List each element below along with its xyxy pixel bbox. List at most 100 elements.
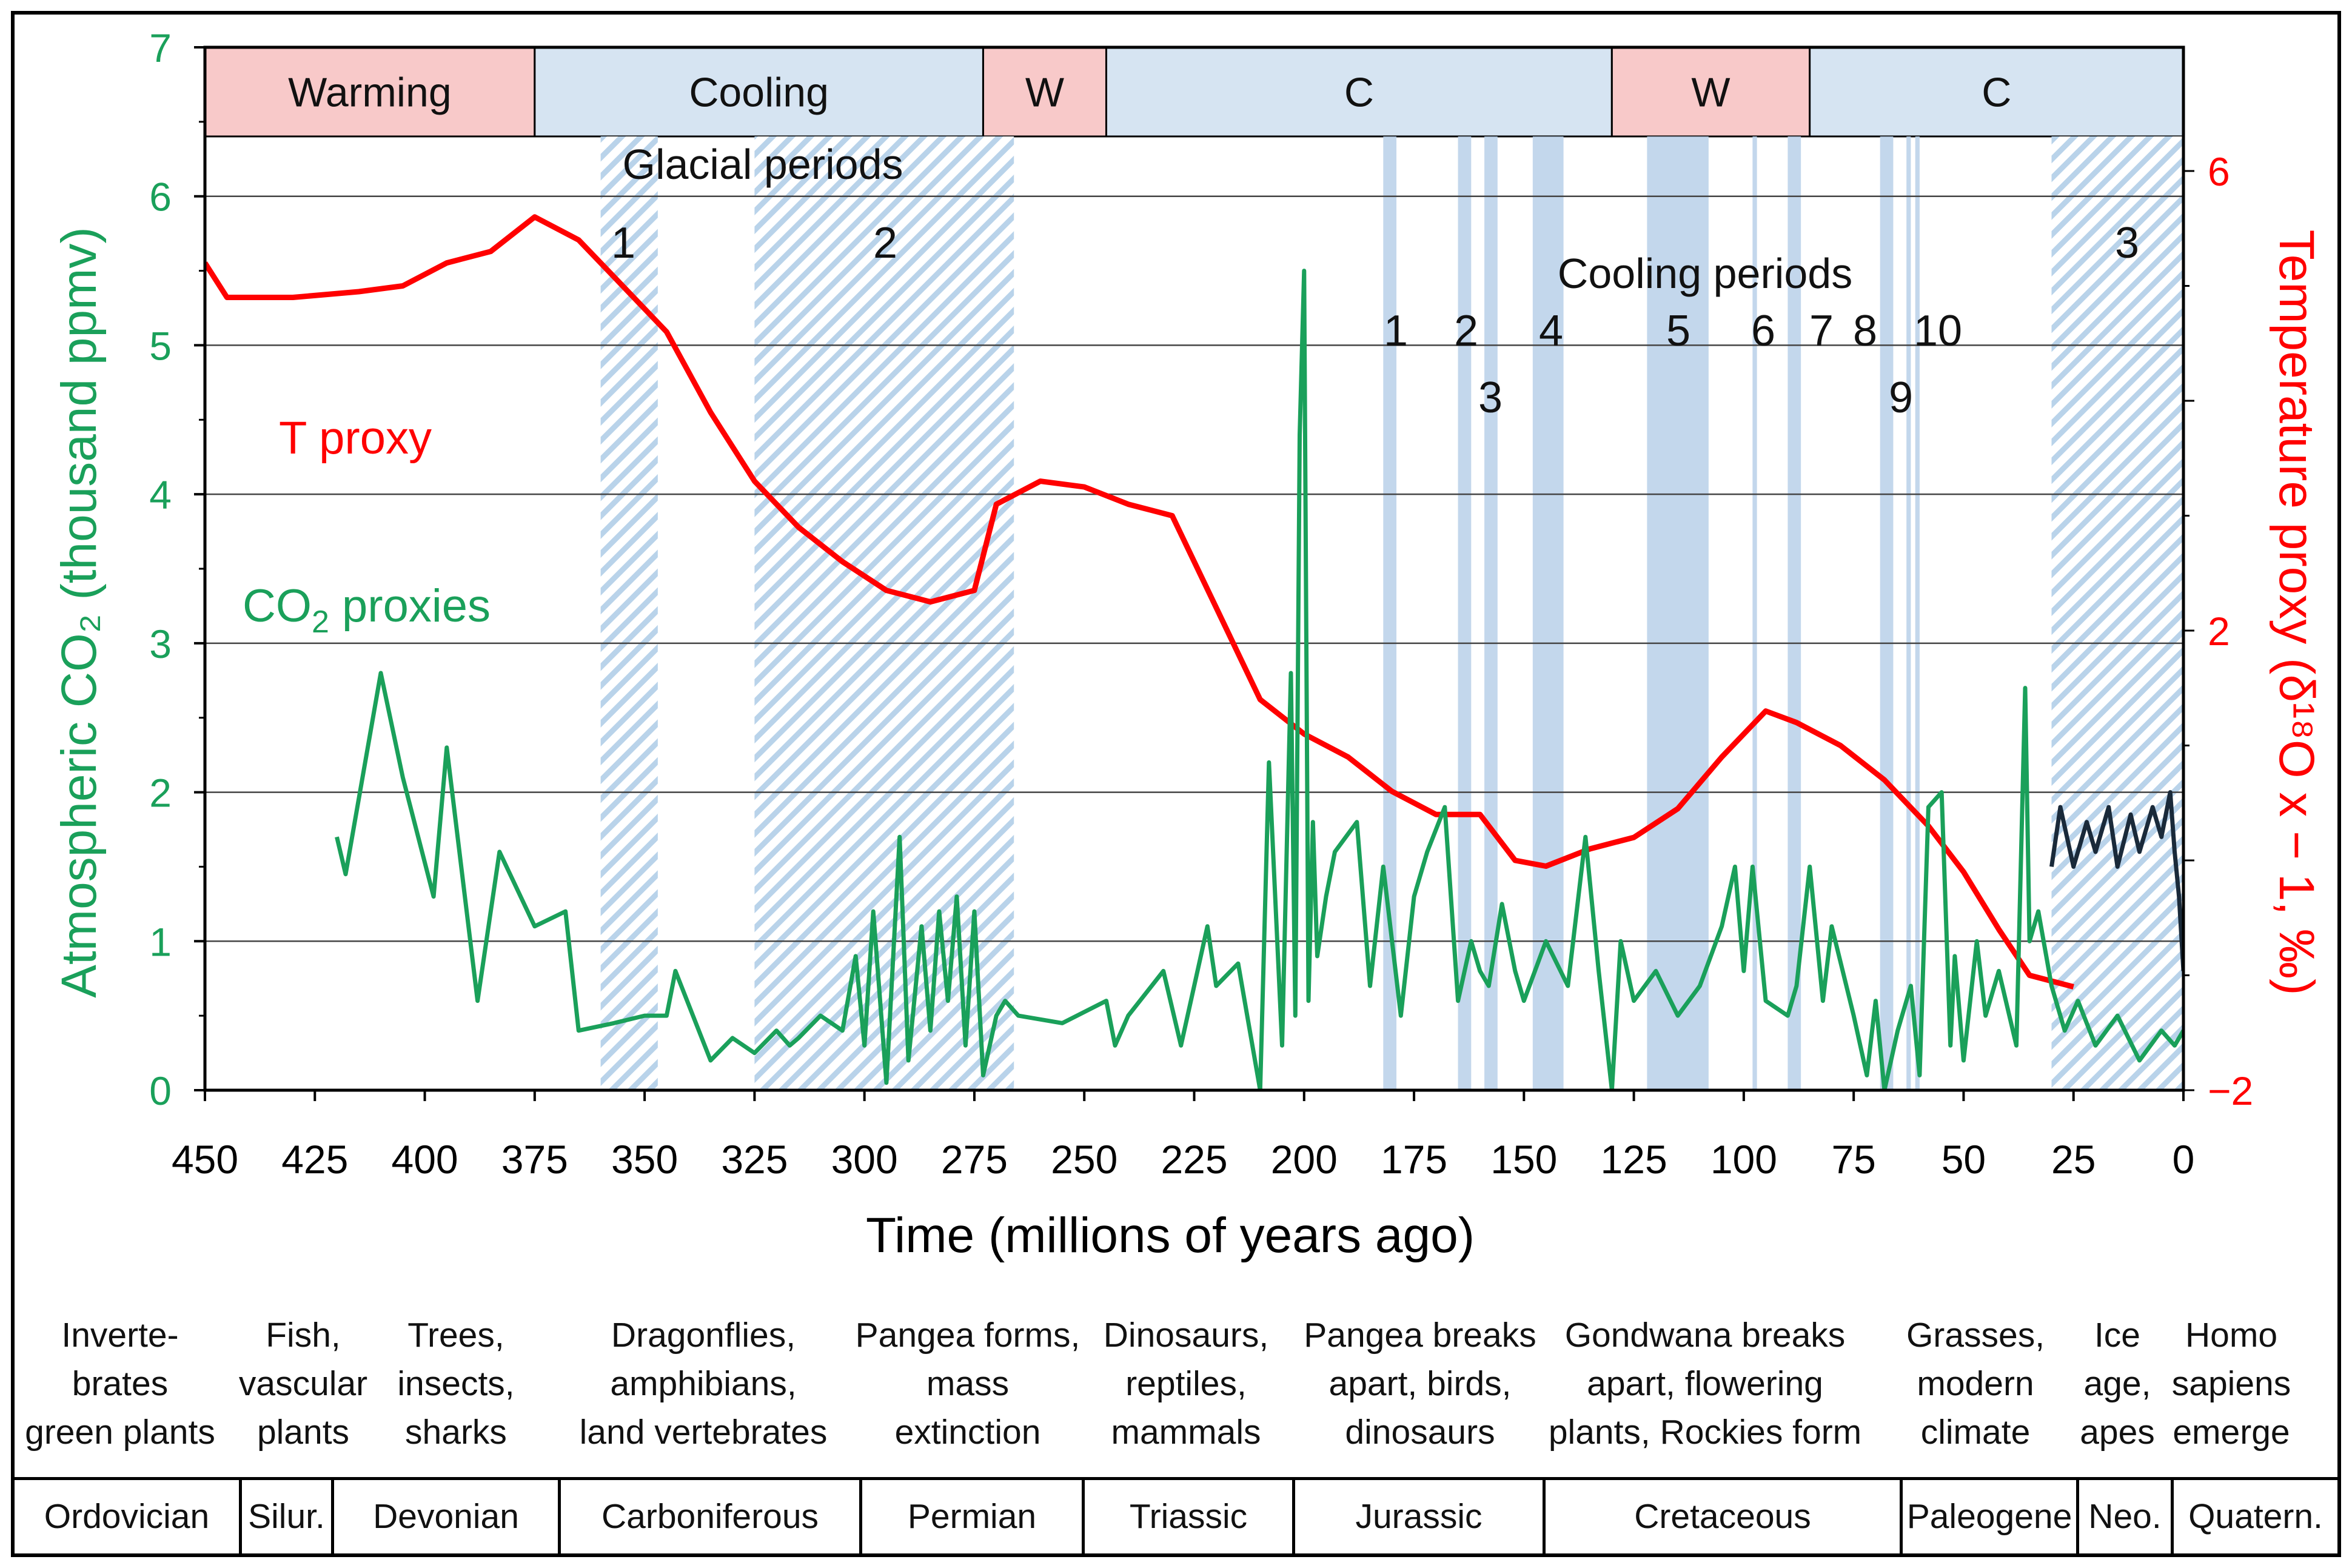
period-cell-6: Jurassic bbox=[1292, 1480, 1543, 1556]
period-cell-8: Paleogene bbox=[1900, 1480, 2076, 1556]
climate-band-label-0: Warming bbox=[288, 70, 452, 116]
cooling-band-6 bbox=[1787, 136, 1801, 1090]
co2-proxies-label: CO2 proxies bbox=[243, 580, 491, 640]
x-tick-label-300: 300 bbox=[831, 1137, 898, 1182]
x-tick-label-325: 325 bbox=[721, 1137, 788, 1182]
era-caption-line: dinosaurs bbox=[1345, 1413, 1495, 1452]
cooling-period-label-2: 2 bbox=[1454, 307, 1478, 355]
x-tick-label-250: 250 bbox=[1051, 1137, 1117, 1182]
era-caption-10: Homo sapiens emerge bbox=[2074, 1311, 2352, 1456]
era-caption-line: apart, flowering bbox=[1587, 1364, 1823, 1403]
era-caption-line: Gondwana breaks bbox=[1564, 1316, 1846, 1355]
y-right-axis-title: Temperature proxy (δ¹⁸O x − 1, ‰) bbox=[2269, 230, 2324, 996]
x-tick-label-425: 425 bbox=[281, 1137, 348, 1182]
era-caption-8: Grasses, modern climate bbox=[1818, 1311, 2133, 1456]
era-caption-line: plants, Rockies form bbox=[1548, 1413, 1862, 1452]
era-caption-line: emerge bbox=[2173, 1413, 2290, 1452]
x-tick-label-225: 225 bbox=[1161, 1137, 1227, 1182]
era-caption-line: Grasses, bbox=[1906, 1316, 2045, 1355]
cooling-period-label-10: 10 bbox=[1914, 307, 1962, 355]
x-axis-title: Time (millions of years ago) bbox=[866, 1208, 1475, 1263]
figure-frame bbox=[11, 11, 2341, 1557]
era-caption-5: Dinosaurs, reptiles, mammals bbox=[1028, 1311, 1344, 1456]
era-caption-line: Trees, bbox=[407, 1316, 504, 1355]
era-caption-line: Pangea forms, bbox=[855, 1316, 1081, 1355]
x-tick-label-150: 150 bbox=[1490, 1137, 1557, 1182]
era-caption-line: reptiles, bbox=[1125, 1364, 1247, 1403]
era-caption-line: brates bbox=[72, 1364, 169, 1403]
y-left-tick-label-7: 7 bbox=[149, 25, 172, 70]
y-left-tick-label-4: 4 bbox=[149, 472, 172, 517]
x-tick-label-125: 125 bbox=[1601, 1137, 1667, 1182]
era-caption-4: Pangea forms, mass extinction bbox=[810, 1311, 1125, 1456]
series-line-1 bbox=[335, 269, 2183, 1090]
period-cell-0: Ordovician bbox=[44, 1497, 210, 1536]
era-caption-line: mammals bbox=[1111, 1413, 1261, 1452]
cooling-period-label-4: 4 bbox=[1539, 307, 1563, 355]
cooling-band-1 bbox=[1458, 136, 1472, 1090]
cooling-period-label-1: 1 bbox=[1384, 307, 1408, 355]
era-caption-1: Fish, vascular plants bbox=[146, 1311, 461, 1456]
co2-proxies-label-co: CO bbox=[243, 580, 312, 632]
cooling-period-label-9: 9 bbox=[1889, 374, 1913, 422]
glacial-period-region-3 bbox=[2051, 136, 2183, 1090]
era-caption-line: Homo bbox=[2185, 1316, 2278, 1355]
period-cell-3: Carboniferous bbox=[558, 1480, 859, 1556]
x-tick-label-200: 200 bbox=[1271, 1137, 1338, 1182]
cooling-band-0 bbox=[1383, 136, 1397, 1090]
era-caption-line: plants bbox=[256, 1413, 350, 1452]
era-caption-line: apart, birds, bbox=[1328, 1364, 1512, 1403]
series-layer bbox=[205, 214, 2183, 1090]
climate-band-5 bbox=[1809, 46, 2185, 138]
period-cell-9: Neo. bbox=[2076, 1480, 2171, 1556]
era-caption-line: Inverte- bbox=[61, 1316, 179, 1355]
x-tick-label-375: 375 bbox=[501, 1137, 568, 1182]
y-right-tick-label-6: 6 bbox=[2208, 149, 2230, 194]
co2-proxies-label-tail: proxies bbox=[329, 580, 491, 632]
cooling-band-8 bbox=[1906, 136, 1911, 1090]
era-caption-line: insects, bbox=[397, 1364, 515, 1403]
era-caption-line: green plants bbox=[25, 1413, 215, 1452]
era-caption-line: modern bbox=[1917, 1364, 2034, 1403]
era-caption-line: Dragonflies, bbox=[611, 1316, 796, 1355]
era-caption-3: Dragonflies, amphibians, land vertebrates bbox=[546, 1311, 861, 1456]
era-caption-line: sharks bbox=[405, 1413, 507, 1452]
cooling-band-2 bbox=[1484, 136, 1498, 1090]
era-caption-line: climate bbox=[1920, 1413, 2031, 1452]
glacial-period-region-1 bbox=[600, 136, 658, 1090]
geologic-periods-row: Ordovician Silur. Devonian Carboniferous Per… bbox=[15, 1477, 2337, 1556]
climate-band-3 bbox=[1105, 46, 1613, 138]
cooling-period-label-5: 5 bbox=[1666, 307, 1690, 355]
era-caption-line: mass bbox=[926, 1364, 1010, 1403]
era-caption-line: extinction bbox=[894, 1413, 1041, 1452]
era-caption-7: Gondwana breaks apart, flowering plants, R… bbox=[1547, 1311, 1863, 1456]
x-tick-label-25: 25 bbox=[2051, 1137, 2096, 1182]
series-line-0 bbox=[205, 214, 2074, 990]
era-caption-line: Pangea breaks bbox=[1304, 1316, 1536, 1355]
x-tick-label-175: 175 bbox=[1381, 1137, 1447, 1182]
era-caption-line: apes bbox=[2080, 1413, 2155, 1452]
x-tick-label-75: 75 bbox=[1831, 1137, 1875, 1182]
y-left-tick-label-0: 0 bbox=[149, 1068, 172, 1113]
cooling-band-9 bbox=[1915, 136, 1920, 1090]
glacial-period-label-3: 3 bbox=[2115, 219, 2139, 267]
y-left-tick-label-6: 6 bbox=[149, 175, 172, 219]
co2-proxies-label-sub: 2 bbox=[312, 605, 329, 640]
x-tick-label-50: 50 bbox=[1942, 1137, 1986, 1182]
climate-band-1 bbox=[534, 46, 984, 138]
cooling-period-label-6: 6 bbox=[1751, 307, 1775, 355]
era-caption-line: sapiens bbox=[2171, 1364, 2291, 1403]
cooling-band-5 bbox=[1752, 136, 1757, 1090]
y-left-tick-label-1: 1 bbox=[149, 919, 172, 964]
co2-temperature-chart: Warming Cooling W C W C 450 425 400 375 350 325 300… bbox=[52, 25, 2324, 1263]
climate-band-4 bbox=[1610, 46, 1811, 138]
period-cell-7: Cretaceous bbox=[1543, 1480, 1900, 1556]
era-caption-0: Inverte-brates green plants bbox=[0, 1311, 278, 1456]
cooling-band-7 bbox=[1880, 136, 1894, 1090]
glacial-period-label-1: 1 bbox=[611, 219, 635, 267]
era-caption-line: Ice bbox=[2094, 1316, 2141, 1355]
era-caption-line: land vertebrates bbox=[579, 1413, 828, 1452]
era-caption-line: age, bbox=[2083, 1364, 2151, 1403]
x-tick-label-450: 450 bbox=[172, 1137, 238, 1182]
climate-band-label-1: Cooling bbox=[689, 70, 829, 116]
